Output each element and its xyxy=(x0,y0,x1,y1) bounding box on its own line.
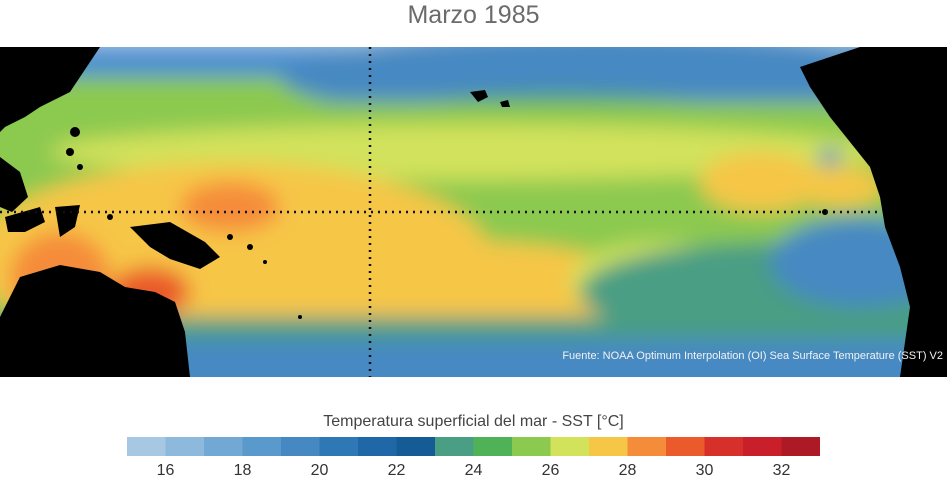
landmass-mainland xyxy=(0,157,28,212)
colorbar-tick-label: 20 xyxy=(310,462,329,479)
colorbar-segment xyxy=(666,437,706,456)
landmass-hawaii xyxy=(470,90,488,102)
colorbar-segment xyxy=(743,437,783,456)
landmass-asia xyxy=(0,47,100,132)
colorbar-label: Temperatura superficial del mar - SST [°… xyxy=(323,413,624,430)
small-islands xyxy=(66,127,828,319)
colorbar-segment xyxy=(781,437,820,456)
landmass-hawaii-2 xyxy=(500,100,510,107)
landmass-australia xyxy=(0,265,190,377)
colorbar-tick-label: 24 xyxy=(464,462,483,479)
colorbar-tick-label: 22 xyxy=(387,462,406,479)
colorbar-segment xyxy=(281,437,321,456)
colorbar-tick-label: 30 xyxy=(695,462,714,479)
colorbar-tick-label: 18 xyxy=(233,462,252,479)
source-note: Fuente: NOAA Optimum Interpolation (OI) … xyxy=(562,350,943,362)
sst-field xyxy=(0,47,947,377)
colorbar-segment xyxy=(204,437,244,456)
colorbar-segment xyxy=(319,437,359,456)
colorbar-segment xyxy=(627,437,667,456)
landmass-sulawesi xyxy=(55,205,80,237)
colorbar xyxy=(127,437,820,456)
colorbar-segment xyxy=(589,437,629,456)
colorbar-segment xyxy=(165,437,205,456)
colorbar-tick-label: 28 xyxy=(618,462,637,479)
colorbar-segment xyxy=(435,437,475,456)
colorbar-segment xyxy=(242,437,282,456)
colorbar-tick-label: 26 xyxy=(541,462,560,479)
landmasses xyxy=(0,47,947,377)
colorbar-segment xyxy=(358,437,398,456)
colorbar-segment xyxy=(550,437,590,456)
sst-map-svg xyxy=(0,47,947,377)
landmass-americas xyxy=(800,47,947,377)
colorbar-segment xyxy=(512,437,552,456)
colorbar-tick-label: 16 xyxy=(156,462,175,479)
colorbar-tick-label: 32 xyxy=(772,462,791,479)
colorbar-segment xyxy=(396,437,436,456)
colorbar-segment xyxy=(127,437,167,456)
sst-map: Fuente: NOAA Optimum Interpolation (OI) … xyxy=(0,47,947,377)
landmass-new-guinea xyxy=(130,222,220,269)
colorbar-segment xyxy=(473,437,513,456)
colorbar-segment xyxy=(704,437,744,456)
map-title: Marzo 1985 xyxy=(407,1,540,29)
